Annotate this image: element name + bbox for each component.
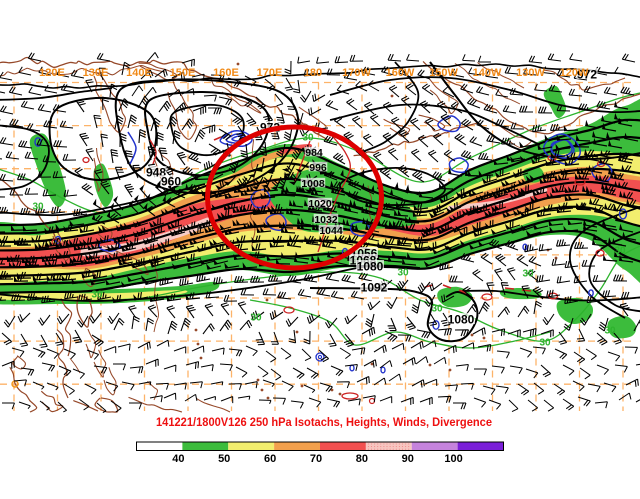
svg-text:972: 972 <box>577 67 597 81</box>
svg-text:30: 30 <box>91 290 103 301</box>
svg-text:60: 60 <box>264 453 276 465</box>
svg-text:30: 30 <box>539 338 551 349</box>
svg-text:30: 30 <box>32 202 44 213</box>
svg-text:960: 960 <box>161 174 181 188</box>
svg-text:180: 180 <box>304 67 322 79</box>
svg-text:30: 30 <box>604 326 616 337</box>
svg-text:140W: 140W <box>473 67 502 79</box>
svg-text:160E: 160E <box>213 67 239 79</box>
svg-text:30: 30 <box>302 133 314 144</box>
svg-text:1020: 1020 <box>308 198 332 210</box>
svg-text:1008: 1008 <box>301 178 325 190</box>
svg-text:130E: 130E <box>83 67 109 79</box>
svg-text:1044: 1044 <box>319 225 343 237</box>
svg-text:40: 40 <box>172 453 184 465</box>
svg-text:30: 30 <box>250 313 262 324</box>
svg-text:30: 30 <box>431 304 443 315</box>
svg-text:70: 70 <box>310 453 322 465</box>
svg-text:30: 30 <box>397 268 409 279</box>
svg-text:30: 30 <box>522 269 534 280</box>
svg-text:50: 50 <box>218 453 230 465</box>
svg-text:90: 90 <box>402 453 414 465</box>
svg-text:30: 30 <box>614 246 626 257</box>
svg-text:996: 996 <box>309 162 327 174</box>
svg-text:1080: 1080 <box>357 259 384 273</box>
svg-text:141221/1800V126 250 hPa Isotac: 141221/1800V126 250 hPa Isotachs, Height… <box>156 417 492 429</box>
svg-text:120E: 120E <box>39 67 65 79</box>
svg-text:150W: 150W <box>429 67 458 79</box>
svg-text:1032: 1032 <box>314 214 338 226</box>
svg-text:130W: 130W <box>516 67 545 79</box>
svg-text:170W: 170W <box>342 67 371 79</box>
svg-text:140E: 140E <box>126 67 152 79</box>
svg-text:120W: 120W <box>560 67 589 79</box>
svg-text:1092: 1092 <box>361 280 388 294</box>
svg-text:80: 80 <box>356 453 368 465</box>
svg-text:170E: 170E <box>257 67 283 79</box>
svg-text:1080: 1080 <box>448 312 475 326</box>
svg-text:984: 984 <box>305 147 323 159</box>
svg-text:150E: 150E <box>170 67 196 79</box>
svg-text:100: 100 <box>444 453 462 465</box>
svg-text:160W: 160W <box>386 67 415 79</box>
